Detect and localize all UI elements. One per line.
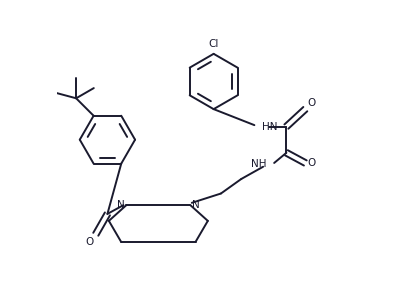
Text: O: O [307,98,316,108]
Text: HN: HN [262,122,277,132]
Text: NH: NH [250,159,266,169]
Text: O: O [307,158,316,168]
Text: N: N [117,200,125,210]
Text: Cl: Cl [208,39,219,49]
Text: O: O [85,237,93,247]
Text: N: N [192,200,200,210]
